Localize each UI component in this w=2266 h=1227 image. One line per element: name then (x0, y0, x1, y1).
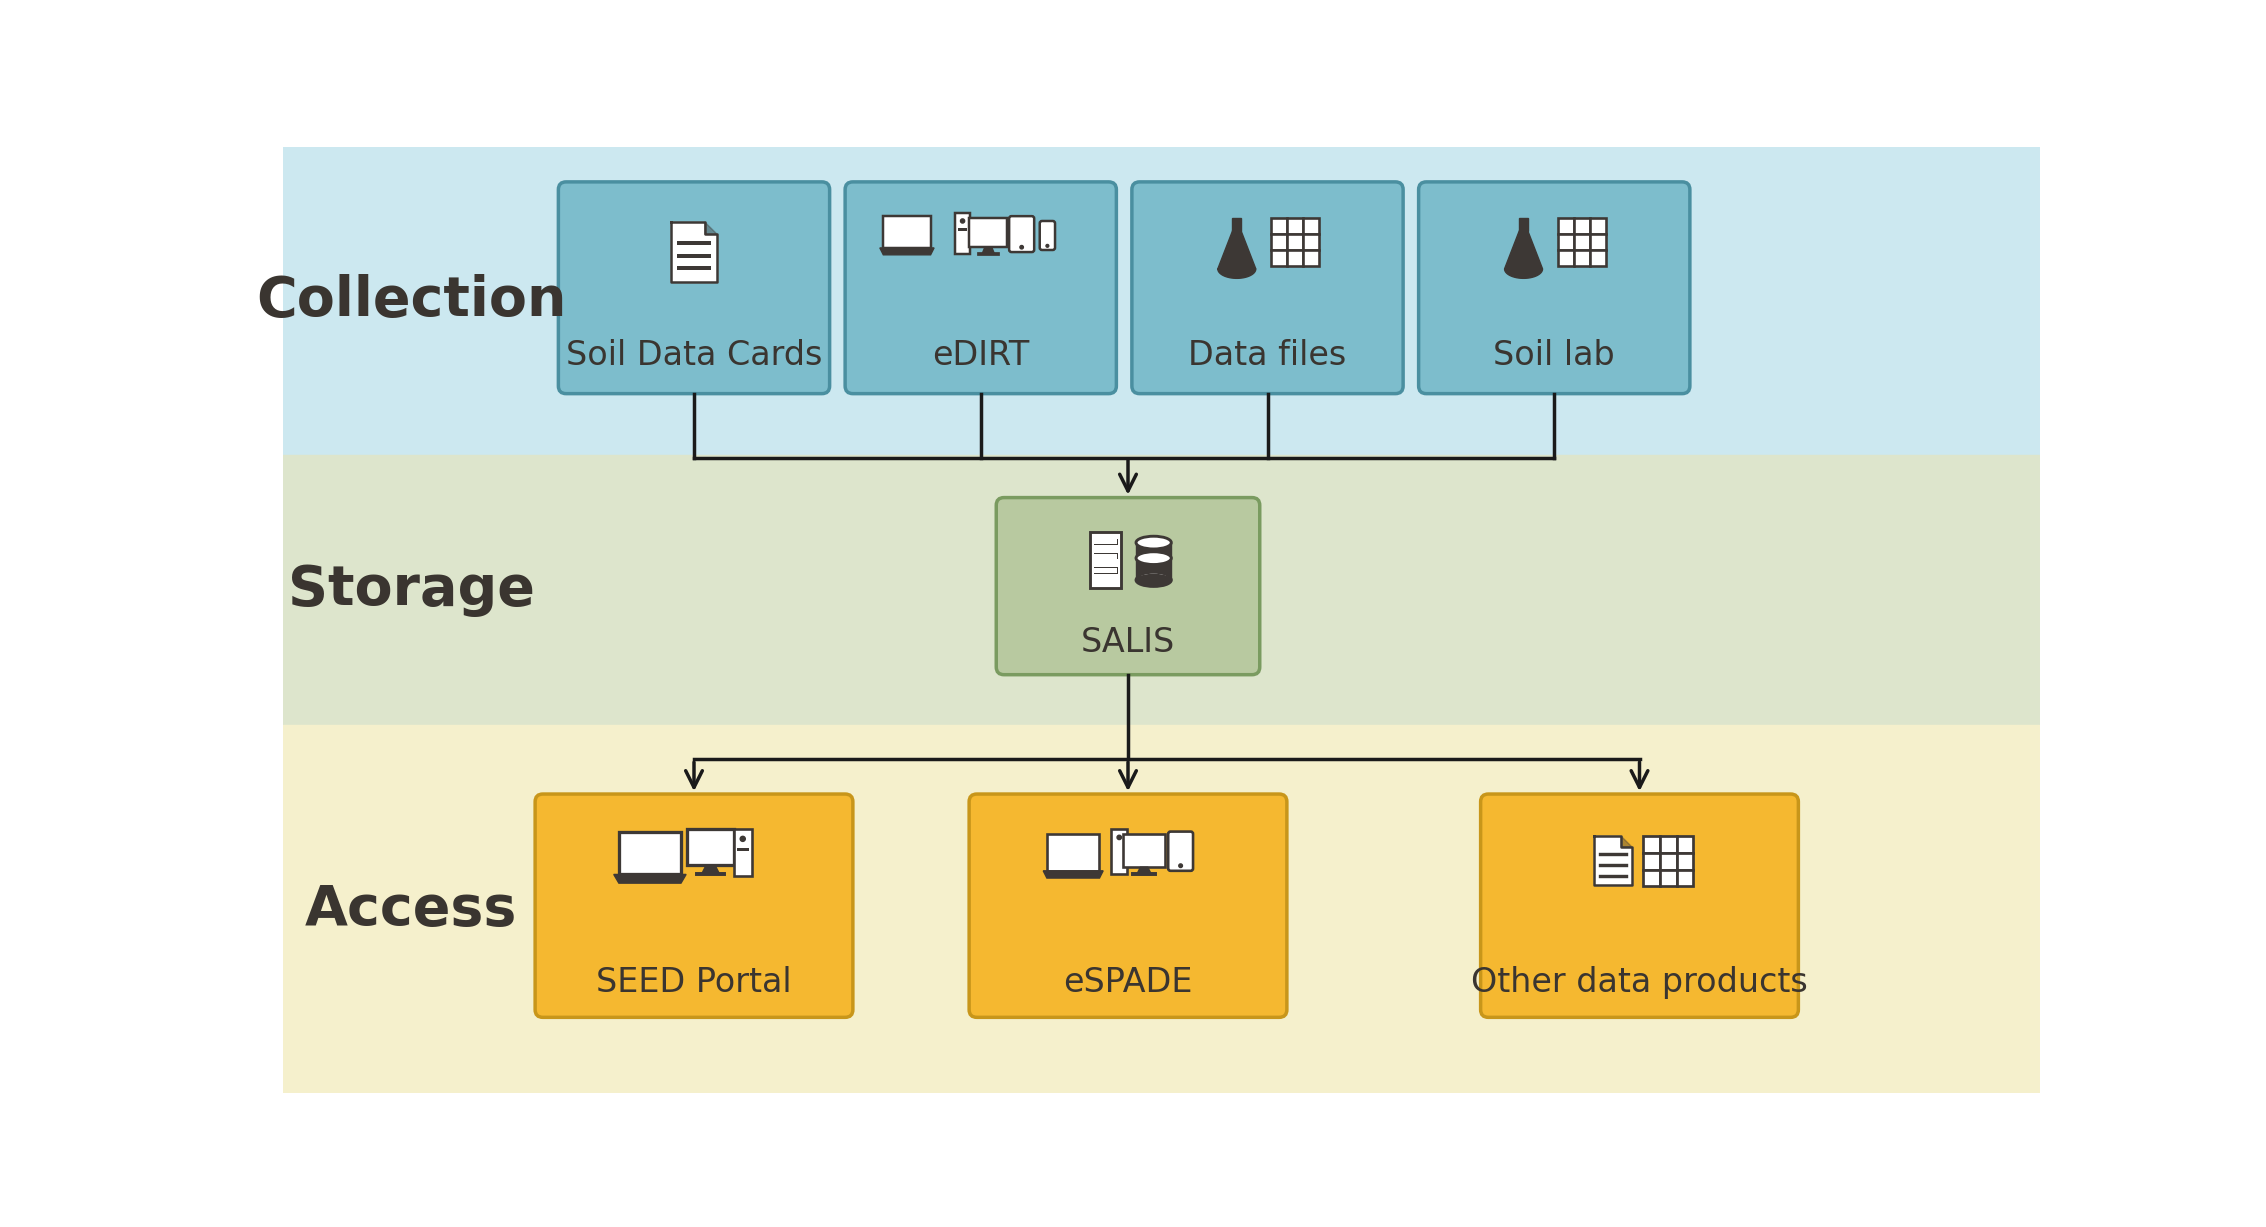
Text: Collection: Collection (256, 275, 566, 329)
Polygon shape (1217, 269, 1255, 279)
Bar (1094, 553, 1117, 560)
Circle shape (741, 837, 746, 842)
Bar (1677, 837, 1693, 853)
Bar (1575, 218, 1591, 234)
Bar (1094, 553, 1117, 558)
Bar (1287, 234, 1303, 250)
Text: Access: Access (306, 882, 517, 936)
Bar (687, 828, 734, 865)
Bar (1303, 218, 1319, 234)
Ellipse shape (1140, 574, 1167, 583)
Text: Soil Data Cards: Soil Data Cards (566, 339, 823, 372)
Circle shape (1020, 245, 1024, 249)
Bar (736, 848, 748, 852)
Bar (1110, 828, 1126, 874)
FancyBboxPatch shape (1040, 221, 1056, 250)
Bar (1271, 218, 1287, 234)
Text: SALIS: SALIS (1081, 626, 1176, 659)
Circle shape (1178, 864, 1183, 867)
Bar (1303, 250, 1319, 266)
Bar (1677, 870, 1693, 886)
FancyBboxPatch shape (1480, 794, 1799, 1017)
FancyBboxPatch shape (1419, 182, 1690, 394)
Polygon shape (671, 222, 716, 282)
Bar (1287, 250, 1303, 266)
Polygon shape (1135, 542, 1172, 580)
Bar (1303, 234, 1319, 250)
Bar (1090, 533, 1122, 588)
Bar (1094, 539, 1117, 545)
Text: eDIRT: eDIRT (931, 339, 1029, 372)
Ellipse shape (1135, 552, 1172, 564)
Polygon shape (1505, 269, 1543, 279)
Bar (1661, 837, 1677, 853)
Polygon shape (1620, 837, 1632, 847)
Bar (1677, 853, 1693, 870)
Polygon shape (1042, 871, 1104, 879)
Polygon shape (705, 222, 716, 234)
Bar (619, 832, 682, 875)
Text: Data files: Data files (1187, 339, 1346, 372)
Bar (1094, 568, 1117, 573)
Bar (954, 212, 970, 254)
FancyBboxPatch shape (970, 794, 1287, 1017)
FancyBboxPatch shape (535, 794, 852, 1017)
Bar (959, 228, 968, 231)
Bar (1643, 853, 1661, 870)
Bar (1559, 218, 1575, 234)
Bar (1575, 234, 1591, 250)
Bar (1661, 853, 1677, 870)
Bar (1271, 234, 1287, 250)
Bar (1094, 540, 1117, 545)
Bar (884, 216, 931, 248)
Ellipse shape (1135, 536, 1172, 548)
Circle shape (1117, 836, 1122, 839)
Bar (1591, 218, 1607, 234)
Bar (734, 828, 752, 876)
Bar (1591, 234, 1607, 250)
Bar (1661, 870, 1677, 886)
Polygon shape (1593, 837, 1632, 886)
Bar (1559, 250, 1575, 266)
Polygon shape (1233, 218, 1242, 231)
Circle shape (1047, 244, 1049, 247)
Bar (1047, 834, 1099, 871)
Text: eSPADE: eSPADE (1063, 966, 1192, 999)
Bar (1643, 837, 1661, 853)
Polygon shape (702, 865, 718, 874)
Text: SEED Portal: SEED Portal (596, 966, 791, 999)
Polygon shape (981, 247, 995, 254)
Text: Other data products: Other data products (1471, 966, 1808, 999)
FancyBboxPatch shape (845, 182, 1117, 394)
Bar (1287, 218, 1303, 234)
Bar (1575, 250, 1591, 266)
Polygon shape (1518, 218, 1527, 231)
Polygon shape (1505, 231, 1543, 269)
Ellipse shape (1135, 574, 1172, 587)
Text: Soil lab: Soil lab (1493, 339, 1616, 372)
FancyBboxPatch shape (997, 498, 1260, 675)
Polygon shape (879, 248, 934, 255)
Ellipse shape (1135, 574, 1172, 587)
Polygon shape (1217, 231, 1255, 269)
FancyBboxPatch shape (1008, 216, 1033, 252)
Bar (1643, 870, 1661, 886)
Bar (1591, 250, 1607, 266)
Bar (1124, 834, 1165, 867)
Polygon shape (614, 875, 687, 883)
Bar (970, 218, 1008, 247)
Bar (1559, 234, 1575, 250)
FancyBboxPatch shape (1133, 182, 1403, 394)
Polygon shape (1138, 867, 1151, 875)
FancyBboxPatch shape (1169, 832, 1192, 871)
Text: Storage: Storage (288, 563, 535, 617)
Bar (1271, 250, 1287, 266)
Circle shape (961, 218, 965, 223)
Bar (1094, 567, 1117, 574)
FancyBboxPatch shape (557, 182, 829, 394)
